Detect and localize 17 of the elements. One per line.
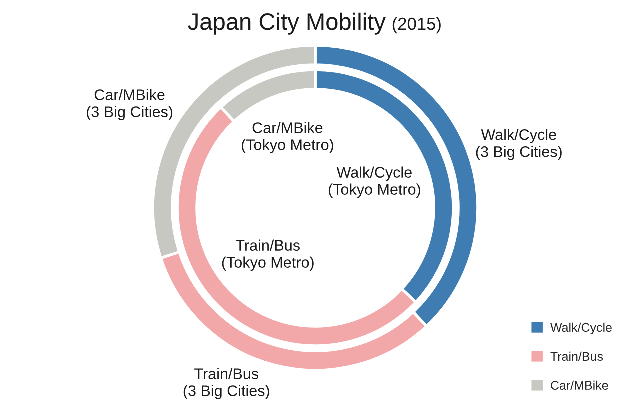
- chart-title: Japan City Mobility: [188, 12, 386, 35]
- text: (3 Big Cities): [184, 385, 270, 400]
- text: (Tokyo Metro): [328, 184, 420, 198]
- slice-label: Train/Bus: [236, 240, 300, 251]
- text: (Tokyo Metro): [242, 139, 334, 154]
- chart-subtitle: (2015): [392, 17, 441, 34]
- slice-label: Train/Bus: [194, 368, 258, 380]
- slice-label: Walk/Cycle: [336, 166, 412, 181]
- slice-label: (Tokyo Metro): [222, 256, 314, 271]
- slice-label: Walk/Cycle: [481, 129, 556, 144]
- slice-label: Car/MBike: [252, 122, 323, 134]
- legend-label: Car/MBike: [551, 380, 608, 390]
- legend-label: Train/Bus: [550, 352, 604, 362]
- text: (3 Big Cities): [476, 146, 562, 160]
- slice-label: (3 Big Cities): [87, 106, 173, 120]
- legend-label: Walk/Cycle: [550, 322, 612, 335]
- slice-label: Car/MBike: [94, 89, 165, 100]
